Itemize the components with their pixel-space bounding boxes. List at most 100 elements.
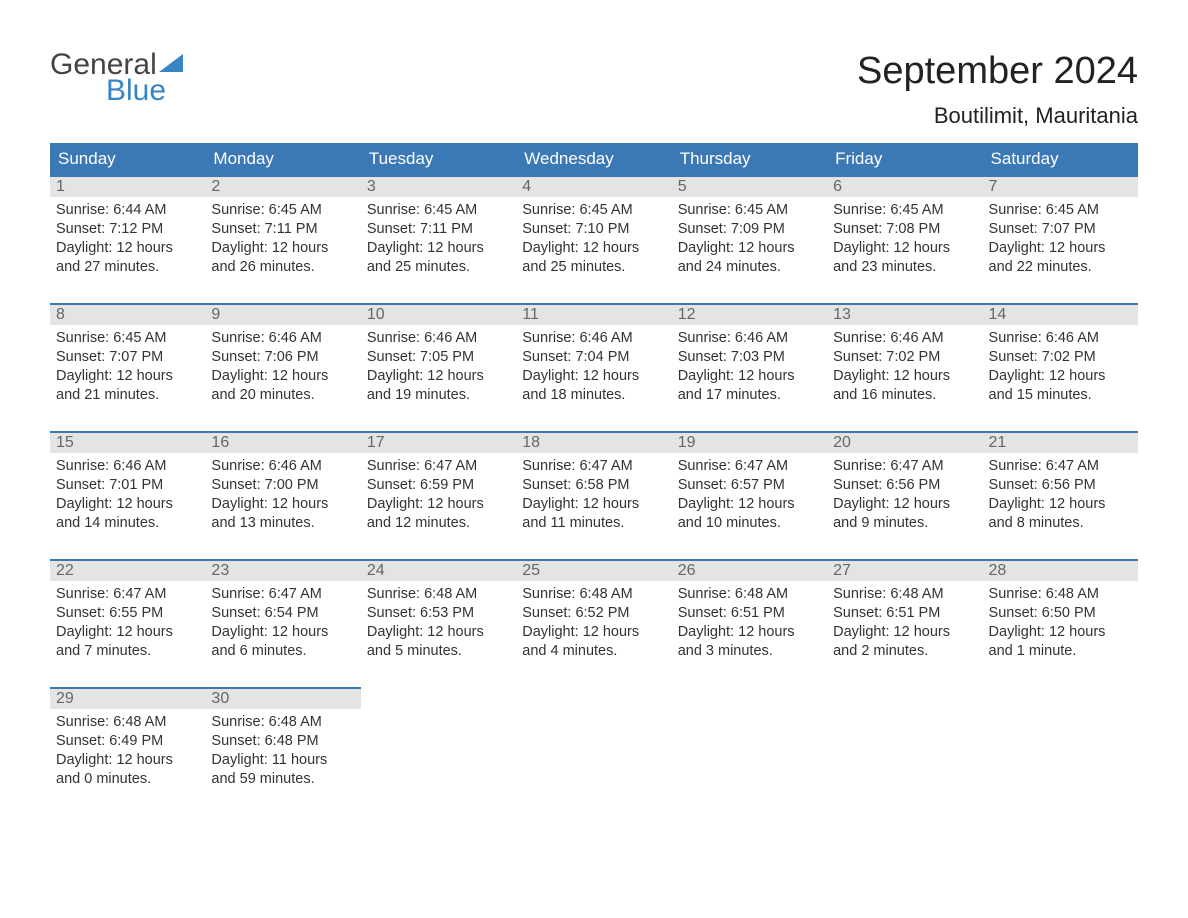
day-number: 20 (827, 431, 982, 453)
day-number: 30 (205, 687, 360, 709)
day-body: Sunrise: 6:46 AMSunset: 7:05 PMDaylight:… (361, 325, 516, 412)
day-body: Sunrise: 6:44 AMSunset: 7:12 PMDaylight:… (50, 197, 205, 284)
day-body: Sunrise: 6:45 AMSunset: 7:09 PMDaylight:… (672, 197, 827, 284)
daylight-line: Daylight: 12 hours and 0 minutes. (56, 751, 199, 789)
sunrise-line: Sunrise: 6:48 AM (989, 585, 1132, 604)
weekday-header: Thursday (672, 143, 827, 175)
sunrise-line: Sunrise: 6:46 AM (989, 329, 1132, 348)
day-number: 24 (361, 559, 516, 581)
day-body: Sunrise: 6:48 AMSunset: 6:53 PMDaylight:… (361, 581, 516, 668)
logo-sail-icon (159, 54, 183, 72)
day-number: 7 (983, 175, 1138, 197)
day-number: 5 (672, 175, 827, 197)
sunrise-line: Sunrise: 6:45 AM (211, 201, 354, 220)
daylight-line: Daylight: 12 hours and 24 minutes. (678, 239, 821, 277)
sunset-line: Sunset: 6:59 PM (367, 476, 510, 495)
day-number: 25 (516, 559, 671, 581)
sunrise-line: Sunrise: 6:48 AM (678, 585, 821, 604)
sunset-line: Sunset: 6:51 PM (678, 604, 821, 623)
weekday-header-row: SundayMondayTuesdayWednesdayThursdayFrid… (50, 143, 1138, 175)
day-number: 28 (983, 559, 1138, 581)
day-number: 2 (205, 175, 360, 197)
day-body: Sunrise: 6:46 AMSunset: 7:06 PMDaylight:… (205, 325, 360, 412)
day-body: Sunrise: 6:48 AMSunset: 6:51 PMDaylight:… (672, 581, 827, 668)
day-number: 23 (205, 559, 360, 581)
calendar-row: 8Sunrise: 6:45 AMSunset: 7:07 PMDaylight… (50, 303, 1138, 431)
calendar-cell: 6Sunrise: 6:45 AMSunset: 7:08 PMDaylight… (827, 175, 982, 303)
sunrise-line: Sunrise: 6:45 AM (989, 201, 1132, 220)
calendar-table: SundayMondayTuesdayWednesdayThursdayFrid… (50, 143, 1138, 815)
calendar-cell: 16Sunrise: 6:46 AMSunset: 7:00 PMDayligh… (205, 431, 360, 559)
sunset-line: Sunset: 7:12 PM (56, 220, 199, 239)
sunset-line: Sunset: 7:09 PM (678, 220, 821, 239)
sunset-line: Sunset: 6:56 PM (833, 476, 976, 495)
day-number: 15 (50, 431, 205, 453)
calendar-body: 1Sunrise: 6:44 AMSunset: 7:12 PMDaylight… (50, 175, 1138, 815)
day-number: 22 (50, 559, 205, 581)
sunset-line: Sunset: 7:11 PM (211, 220, 354, 239)
day-body: Sunrise: 6:45 AMSunset: 7:11 PMDaylight:… (361, 197, 516, 284)
daylight-line: Daylight: 12 hours and 13 minutes. (211, 495, 354, 533)
daylight-line: Daylight: 12 hours and 20 minutes. (211, 367, 354, 405)
calendar-cell: 28Sunrise: 6:48 AMSunset: 6:50 PMDayligh… (983, 559, 1138, 687)
month-title: September 2024 (857, 50, 1138, 93)
day-body: Sunrise: 6:47 AMSunset: 6:59 PMDaylight:… (361, 453, 516, 540)
day-number: 27 (827, 559, 982, 581)
sunrise-line: Sunrise: 6:48 AM (833, 585, 976, 604)
calendar-cell: 3Sunrise: 6:45 AMSunset: 7:11 PMDaylight… (361, 175, 516, 303)
calendar-cell: 27Sunrise: 6:48 AMSunset: 6:51 PMDayligh… (827, 559, 982, 687)
day-body: Sunrise: 6:45 AMSunset: 7:10 PMDaylight:… (516, 197, 671, 284)
sunrise-line: Sunrise: 6:47 AM (56, 585, 199, 604)
calendar-cell: 22Sunrise: 6:47 AMSunset: 6:55 PMDayligh… (50, 559, 205, 687)
day-body: Sunrise: 6:48 AMSunset: 6:51 PMDaylight:… (827, 581, 982, 668)
day-number: 8 (50, 303, 205, 325)
day-body: Sunrise: 6:46 AMSunset: 7:01 PMDaylight:… (50, 453, 205, 540)
day-body: Sunrise: 6:47 AMSunset: 6:57 PMDaylight:… (672, 453, 827, 540)
daylight-line: Daylight: 12 hours and 5 minutes. (367, 623, 510, 661)
calendar-cell: 10Sunrise: 6:46 AMSunset: 7:05 PMDayligh… (361, 303, 516, 431)
day-number: 21 (983, 431, 1138, 453)
day-number: 19 (672, 431, 827, 453)
day-number: 1 (50, 175, 205, 197)
calendar-cell: 13Sunrise: 6:46 AMSunset: 7:02 PMDayligh… (827, 303, 982, 431)
day-body: Sunrise: 6:46 AMSunset: 7:02 PMDaylight:… (983, 325, 1138, 412)
sunrise-line: Sunrise: 6:48 AM (367, 585, 510, 604)
calendar-cell: 4Sunrise: 6:45 AMSunset: 7:10 PMDaylight… (516, 175, 671, 303)
sunrise-line: Sunrise: 6:45 AM (56, 329, 199, 348)
sunrise-line: Sunrise: 6:46 AM (211, 329, 354, 348)
calendar-row: 29Sunrise: 6:48 AMSunset: 6:49 PMDayligh… (50, 687, 1138, 815)
daylight-line: Daylight: 12 hours and 25 minutes. (522, 239, 665, 277)
calendar-cell: 14Sunrise: 6:46 AMSunset: 7:02 PMDayligh… (983, 303, 1138, 431)
weekday-header: Monday (205, 143, 360, 175)
weekday-header: Tuesday (361, 143, 516, 175)
sunrise-line: Sunrise: 6:46 AM (833, 329, 976, 348)
day-body: Sunrise: 6:45 AMSunset: 7:08 PMDaylight:… (827, 197, 982, 284)
daylight-line: Daylight: 12 hours and 12 minutes. (367, 495, 510, 533)
day-body: Sunrise: 6:46 AMSunset: 7:04 PMDaylight:… (516, 325, 671, 412)
weekday-header: Saturday (983, 143, 1138, 175)
sunrise-line: Sunrise: 6:46 AM (211, 457, 354, 476)
daylight-line: Daylight: 12 hours and 3 minutes. (678, 623, 821, 661)
day-number: 16 (205, 431, 360, 453)
calendar-cell: 30Sunrise: 6:48 AMSunset: 6:48 PMDayligh… (205, 687, 360, 815)
day-number: 29 (50, 687, 205, 709)
calendar-cell: 19Sunrise: 6:47 AMSunset: 6:57 PMDayligh… (672, 431, 827, 559)
logo-text-2: Blue (106, 76, 166, 106)
calendar-cell (361, 687, 516, 815)
day-number: 18 (516, 431, 671, 453)
day-body: Sunrise: 6:47 AMSunset: 6:58 PMDaylight:… (516, 453, 671, 540)
weekday-header: Friday (827, 143, 982, 175)
sunset-line: Sunset: 6:48 PM (211, 732, 354, 751)
sunrise-line: Sunrise: 6:46 AM (678, 329, 821, 348)
sunrise-line: Sunrise: 6:48 AM (211, 713, 354, 732)
sunrise-line: Sunrise: 6:47 AM (989, 457, 1132, 476)
sunset-line: Sunset: 6:56 PM (989, 476, 1132, 495)
sunrise-line: Sunrise: 6:45 AM (367, 201, 510, 220)
sunset-line: Sunset: 6:58 PM (522, 476, 665, 495)
daylight-line: Daylight: 12 hours and 14 minutes. (56, 495, 199, 533)
day-body: Sunrise: 6:45 AMSunset: 7:07 PMDaylight:… (50, 325, 205, 412)
daylight-line: Daylight: 12 hours and 16 minutes. (833, 367, 976, 405)
calendar-cell: 7Sunrise: 6:45 AMSunset: 7:07 PMDaylight… (983, 175, 1138, 303)
weekday-header: Sunday (50, 143, 205, 175)
day-number: 26 (672, 559, 827, 581)
